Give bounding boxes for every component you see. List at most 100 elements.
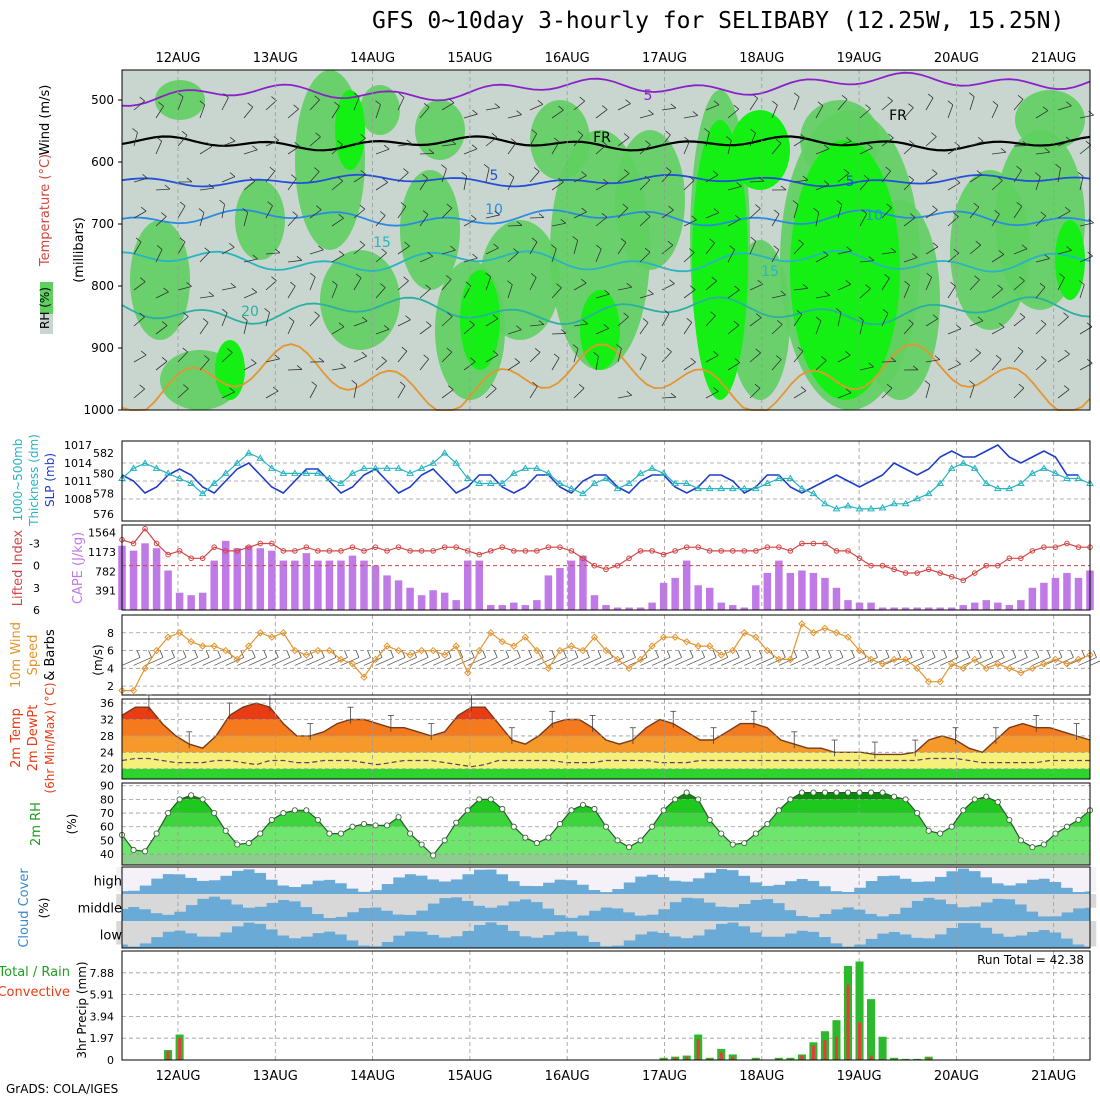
cloud-cover-cell [819, 921, 832, 938]
contour-label: 5 [644, 88, 653, 104]
upper-wind-barb-flag [472, 253, 478, 259]
cloud-cover-cell [807, 921, 820, 932]
contour-label: 15 [373, 235, 391, 251]
upper-wind-barb [199, 104, 206, 119]
temp-axis-label: 2m Temp [9, 708, 24, 768]
surface-wind-barb [421, 657, 440, 666]
surface-wind-barb [432, 657, 452, 666]
cloud-cover-cell [300, 894, 313, 908]
thickness-point [694, 484, 703, 492]
upper-wind-barb [287, 145, 300, 155]
rh-saturated-area [790, 140, 900, 400]
cape-bar [579, 555, 587, 610]
surface-wind-barb-flag [747, 650, 752, 658]
upper-wind-barb-flag [1086, 322, 1093, 328]
cape-bar [1074, 577, 1083, 610]
rh2m-point [948, 823, 955, 830]
precip-total-bar [901, 1058, 910, 1060]
lifted-index-point [534, 548, 540, 554]
rh2m-point [983, 793, 990, 800]
upper-wind-barb-flag [691, 215, 697, 221]
upper-wind-barb [1035, 258, 1050, 263]
contour-label: 10 [865, 208, 883, 224]
thickness-point [314, 469, 322, 476]
wind-speed-point [798, 620, 806, 628]
upper-wind-barb-flag [709, 238, 715, 244]
thickness-point [1074, 474, 1083, 481]
upper-wind-barb [617, 316, 629, 327]
thickness-point [832, 504, 841, 512]
upper-wind-barb [749, 180, 765, 183]
upper-wind-barb-flag [995, 355, 1002, 360]
top-date-label: 20AUG [934, 51, 979, 66]
li-tick-label: 3 [33, 582, 40, 595]
upper-wind-barb-flag [472, 109, 478, 115]
precip-convective-bar [696, 1038, 700, 1060]
upper-wind-barb [969, 279, 980, 291]
upper-wind-barb-flag [602, 178, 609, 184]
dewpoint-axis-label: 2m DewPt [26, 705, 41, 772]
cloud-cover-cell [945, 867, 958, 872]
upper-wind-barb-flag [514, 358, 520, 363]
cloud-cover-cell [715, 894, 728, 907]
cloud-cover-cell [381, 894, 394, 911]
upper-wind-barb [595, 109, 608, 119]
cloud-cover-cell [865, 867, 878, 882]
upper-wind-barb-flag [406, 139, 413, 145]
cloud-cover-cell [1061, 894, 1074, 913]
surface-wind-barb [836, 657, 855, 666]
cloud-cover-cell [980, 921, 993, 928]
lifted-index-point [545, 544, 552, 550]
upper-wind-barb [1013, 99, 1024, 111]
rh2m-point [522, 834, 529, 841]
upper-wind-barb [309, 385, 318, 399]
upper-wind-barb [617, 173, 630, 183]
rh2m-point [556, 820, 563, 828]
cloud-cover-cell [715, 921, 728, 924]
cloud-cover-cell [738, 921, 751, 927]
rh-saturated-area [730, 110, 790, 190]
wind-speed-point [567, 642, 576, 650]
cloud-cover-cell [404, 867, 417, 875]
cloud-cover-cell [692, 921, 705, 936]
cloud-cover-cell [899, 921, 912, 935]
upper-wind-barb [133, 354, 147, 363]
precip-tick-label: 7.88 [90, 967, 115, 980]
upper-wind-barb-flag [267, 201, 273, 206]
upper-wind-barb-flag [579, 96, 585, 102]
cloud-cover-cell [323, 867, 336, 880]
upper-wind-barb-flag [290, 281, 296, 287]
upper-wind-barb-flag [450, 245, 456, 251]
precip-convective-bar [685, 1056, 689, 1060]
upper-wind-barb [749, 208, 761, 219]
upper-wind-barb-flag [183, 384, 189, 389]
surface-wind-barb-flag [678, 650, 682, 658]
cloud-cover-cell [531, 921, 544, 938]
upper-wind-barb [639, 216, 651, 227]
cape-bar [924, 607, 933, 610]
cloud-cover-cell [577, 894, 590, 916]
cloud-cover-cell [680, 894, 693, 898]
thickness-point [970, 464, 979, 471]
precip-convective-label: Convective [0, 985, 70, 1000]
upper-wind-barb [705, 174, 719, 183]
upper-wind-barb [221, 352, 233, 363]
surface-wind-barb [1032, 657, 1051, 666]
cloud-cover-cell [554, 894, 567, 916]
precip-convective-bar [178, 1037, 182, 1060]
lifted-index-point [487, 548, 494, 554]
top-date-label: 18AUG [739, 51, 784, 66]
upper-wind-barb [925, 209, 938, 219]
upper-wind-barb-flag [912, 365, 919, 371]
surface-wind-barb-flag [539, 650, 544, 658]
surface-wind-barb-flag [390, 650, 394, 658]
cloud-cover-cell [139, 894, 152, 910]
upper-wind-barb [463, 257, 478, 263]
cloud-cover-cell [980, 894, 993, 903]
upper-wind-barb [309, 209, 322, 219]
upper-wind-barb [705, 391, 719, 399]
cloud-cover-cell [692, 894, 705, 899]
cloud-cover-cell [508, 894, 521, 902]
upper-wind-barb [991, 326, 1005, 335]
thickness-point [256, 454, 265, 461]
